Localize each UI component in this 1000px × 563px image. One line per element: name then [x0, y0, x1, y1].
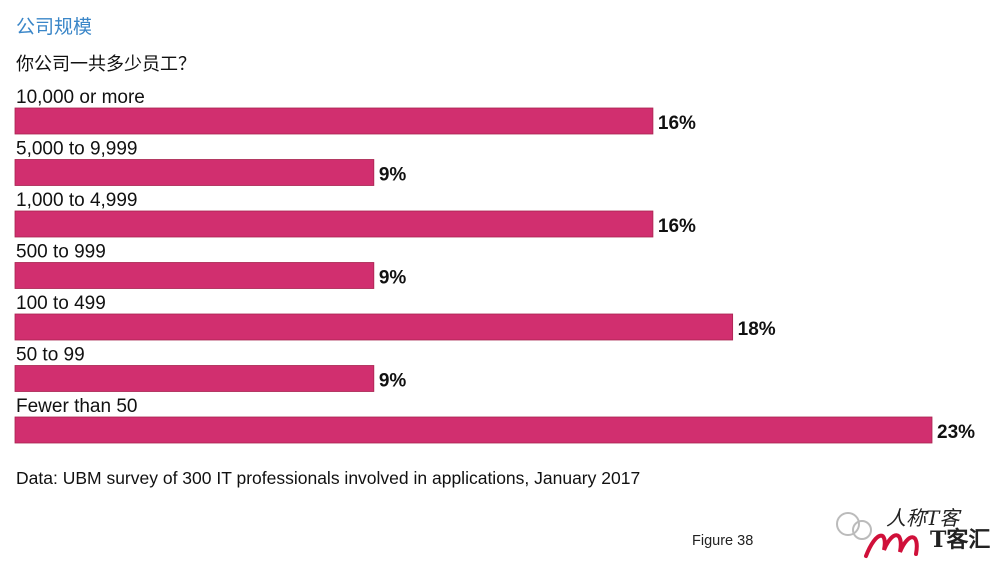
- section-title: 公司规模: [16, 16, 93, 38]
- value-label: 16%: [658, 216, 696, 237]
- figure-label: Figure 38: [692, 533, 754, 549]
- category-label: Fewer than 50: [16, 396, 137, 417]
- watermark-text-1: 人称T客: [886, 506, 960, 530]
- bar: [14, 210, 654, 238]
- category-label: 5,000 to 9,999: [16, 139, 138, 160]
- value-label: 23%: [937, 422, 975, 443]
- bar: [14, 107, 654, 135]
- category-label: 100 to 499: [16, 293, 106, 314]
- category-label: 1,000 to 4,999: [16, 190, 138, 211]
- watermark-logo: 人称T客 T客汇: [826, 500, 996, 560]
- category-label: 50 to 99: [16, 345, 85, 366]
- bar: [14, 313, 734, 341]
- bar: [14, 365, 375, 392]
- data-source-footnote: Data: UBM survey of 300 IT professionals…: [16, 468, 641, 488]
- category-label: 500 to 999: [16, 242, 106, 263]
- bar: [14, 416, 933, 444]
- bar: [14, 262, 375, 289]
- value-label: 9%: [379, 165, 407, 186]
- value-label: 9%: [379, 371, 407, 392]
- watermark-mark-icon: [836, 512, 919, 558]
- bar-chart: 10,000 or more 16% 5,000 to 9,999 9% 1,000 t…: [14, 87, 975, 444]
- value-label: 16%: [658, 113, 696, 134]
- value-label: 9%: [379, 268, 407, 289]
- value-label: 18%: [738, 319, 776, 340]
- survey-question: 你公司一共多少员工？: [16, 54, 196, 75]
- watermark-text-2: T客汇: [930, 527, 991, 553]
- category-label: 10,000 or more: [16, 87, 145, 108]
- bar: [14, 159, 375, 186]
